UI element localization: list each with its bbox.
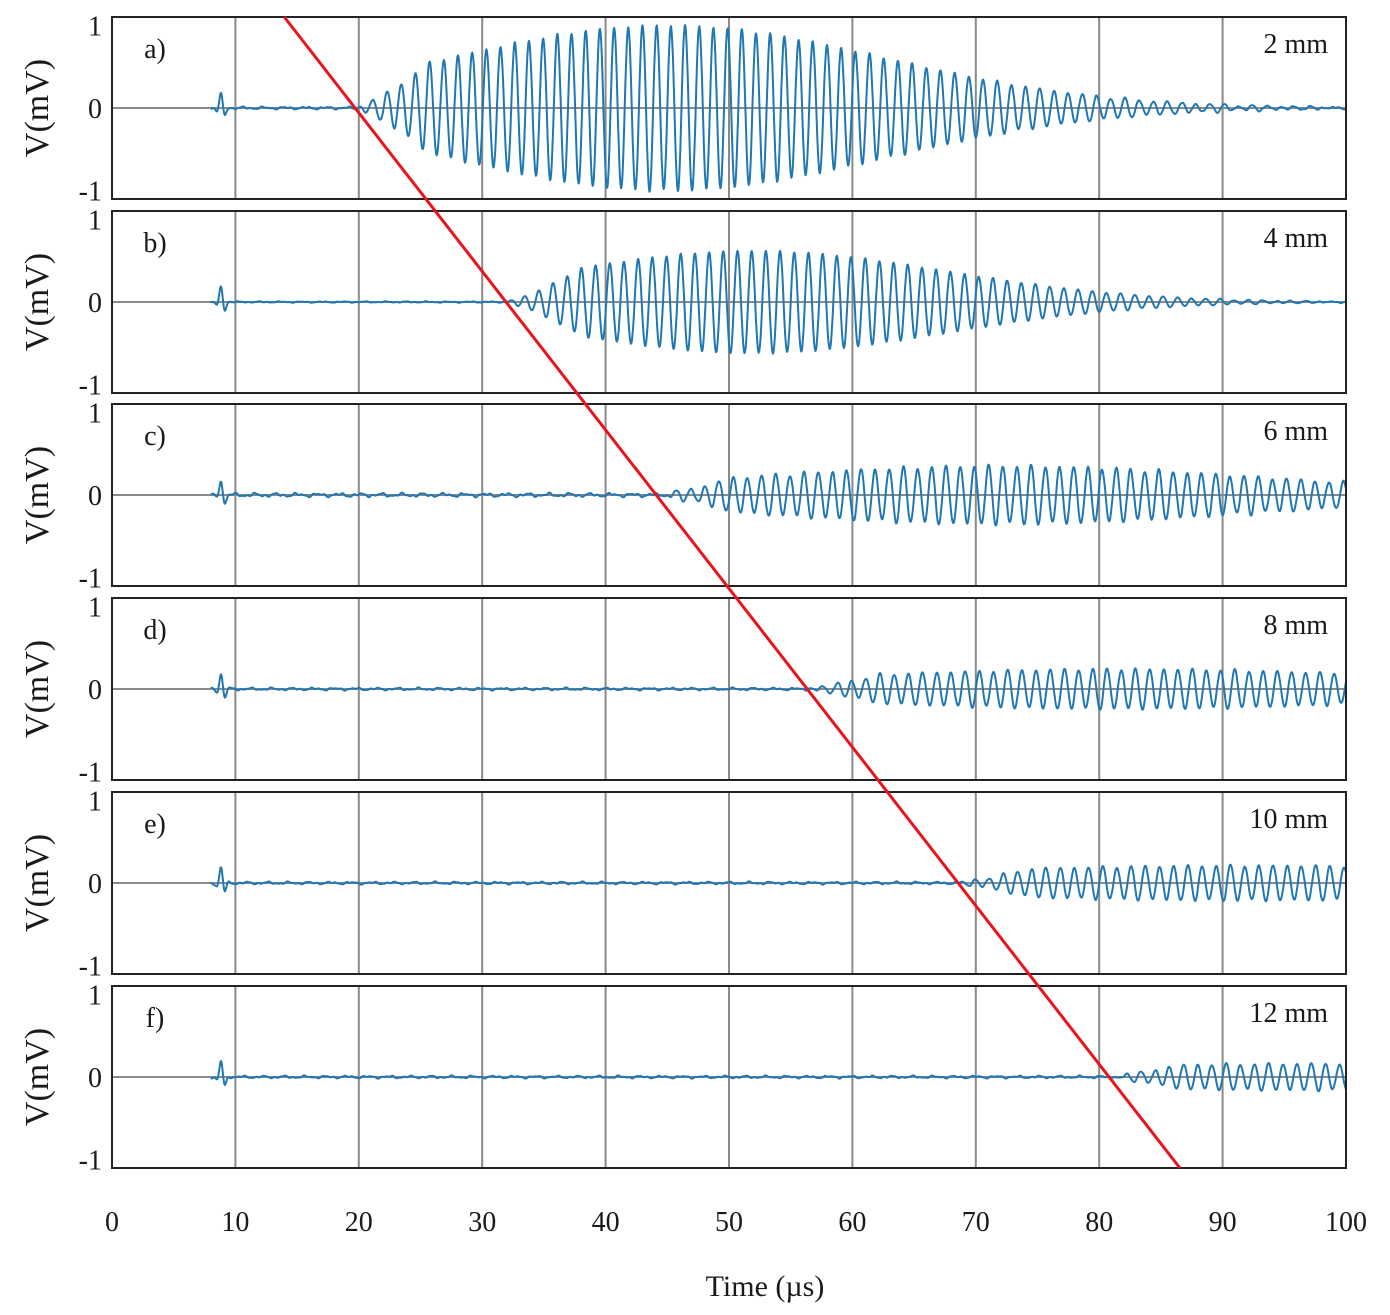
y-tick-label: 0: [88, 481, 102, 512]
y-tick-label: 1: [88, 592, 102, 623]
y-tick-label: -1: [79, 177, 102, 208]
y-tick-label: 1: [88, 980, 102, 1011]
x-tick-label: 50: [715, 1207, 743, 1238]
panel-distance-label: 10 mm: [1249, 804, 1328, 835]
x-tick-label: 20: [345, 1207, 373, 1238]
y-tick-label: 1: [88, 398, 102, 429]
x-tick-label: 100: [1325, 1207, 1367, 1238]
panel-frame: [111, 597, 1347, 781]
y-tick-label: -1: [79, 758, 102, 789]
y-tick-label: 0: [88, 675, 102, 706]
x-axis-label: Time (µs): [706, 1270, 825, 1303]
y-tick-label: 0: [88, 288, 102, 319]
y-tick-label: 0: [88, 94, 102, 125]
panel-f: 1 0 -1 V(mV) f) 12 mm: [19, 980, 1347, 1177]
signal-trace: [210, 667, 1347, 711]
signal-trace: [210, 1060, 1347, 1093]
panel-distance-label: 8 mm: [1263, 610, 1328, 641]
panel-distance-label: 4 mm: [1263, 223, 1328, 254]
y-axis-label: V(mV): [19, 446, 56, 544]
panel-e: 1 0 -1 V(mV) e) 10 mm: [19, 786, 1347, 983]
y-axis-label: V(mV): [19, 253, 56, 351]
signal-trace: [210, 463, 1347, 527]
panel-distance-label: 6 mm: [1263, 416, 1328, 447]
x-tick-label: 60: [838, 1207, 866, 1238]
arrival-trend-line: [283, 16, 1182, 1169]
y-tick-label: 1: [88, 11, 102, 42]
y-tick-label: 0: [88, 869, 102, 900]
y-tick-label: -1: [79, 952, 102, 983]
y-tick-label: 1: [88, 786, 102, 817]
y-tick-label: -1: [79, 564, 102, 595]
panel-frame: [111, 985, 1347, 1169]
x-tick-label: 70: [962, 1207, 990, 1238]
signal-trace: [210, 24, 1347, 193]
x-tick-label: 90: [1209, 1207, 1237, 1238]
panel-distance-label: 12 mm: [1249, 998, 1328, 1029]
x-tick-label: 0: [105, 1207, 119, 1238]
x-tick-label: 80: [1085, 1207, 1113, 1238]
panel-d: 1 0 -1 V(mV) d) 8 mm: [19, 592, 1347, 789]
panel-letter: c): [144, 421, 166, 452]
panel-letter: b): [143, 228, 166, 259]
panel-letter: d): [143, 615, 166, 646]
panels-layer: 1 0 -1 V(mV) a) 2 mm 1 0 -1 V(mV) b) 4 mm 1 0 -1 V(mV) c…: [19, 11, 1347, 1177]
panel-b: 1 0 -1 V(mV) b) 4 mm: [19, 205, 1347, 402]
x-tick-label: 30: [468, 1207, 496, 1238]
panel-distance-label: 2 mm: [1263, 29, 1328, 60]
signal-trace: [210, 249, 1347, 355]
panel-letter: a): [144, 34, 166, 65]
panel-a: 1 0 -1 V(mV) a) 2 mm: [19, 11, 1347, 208]
signal-trace: [210, 863, 1347, 903]
x-tick-label: 40: [592, 1207, 620, 1238]
y-axis-label: V(mV): [19, 834, 56, 932]
x-tick-label: 10: [221, 1207, 249, 1238]
y-tick-label: -1: [79, 1146, 102, 1177]
x-axis: 0 10 20 30 40 50 60 70 80 90 100: [105, 1207, 1367, 1238]
y-axis-label: V(mV): [19, 640, 56, 738]
y-axis-label: V(mV): [19, 59, 56, 157]
panel-letter: e): [144, 809, 166, 840]
y-tick-label: 1: [88, 205, 102, 236]
panel-frame: [111, 403, 1347, 587]
panel-frame: [111, 210, 1347, 394]
panel-frame: [111, 16, 1347, 200]
panel-letter: f): [146, 1003, 165, 1034]
y-tick-label: 0: [88, 1063, 102, 1094]
y-axis-label: V(mV): [19, 1028, 56, 1126]
panel-frame: [111, 791, 1347, 975]
y-tick-label: -1: [79, 371, 102, 402]
trend-layer: [283, 16, 1182, 1169]
panel-c: 1 0 -1 V(mV) c) 6 mm: [19, 398, 1347, 595]
